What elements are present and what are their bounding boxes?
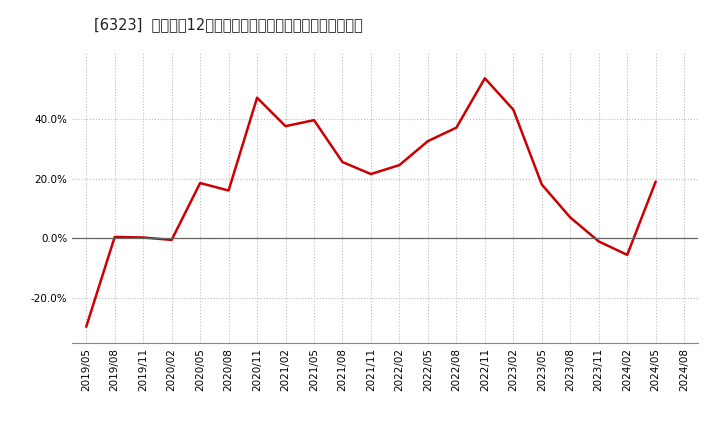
Text: [6323]  売上高の12か月移動合計の対前年同期増減率の推移: [6323] 売上高の12か月移動合計の対前年同期増減率の推移 xyxy=(94,18,362,33)
